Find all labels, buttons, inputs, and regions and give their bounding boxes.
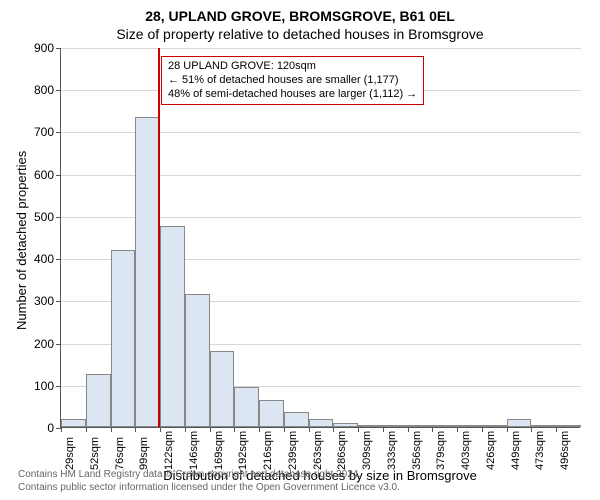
xtick-mark [482,427,483,432]
xtick-label: 403sqm [460,431,472,470]
xtick-label: 449sqm [510,431,522,470]
xtick-mark [135,427,136,432]
xtick-mark [556,427,557,432]
histogram-bar [234,387,259,427]
xtick-label: 473sqm [534,431,546,470]
ytick-label: 800 [4,83,54,97]
xtick-label: 122sqm [163,431,175,470]
ytick-label: 700 [4,125,54,139]
xtick-label: 426sqm [485,431,497,470]
histogram-bar [111,250,136,427]
histogram-bar [383,425,408,427]
xtick-mark [210,427,211,432]
xtick-mark [358,427,359,432]
footer-line1: Contains HM Land Registry data © Crown c… [18,469,400,482]
ytick-mark [56,175,61,176]
xtick-mark [457,427,458,432]
histogram-bar [556,425,581,427]
xtick-label: 192sqm [237,431,249,470]
xtick-label: 286sqm [336,431,348,470]
xtick-label: 76sqm [114,437,126,470]
xtick-mark [86,427,87,432]
ytick-label: 400 [4,252,54,266]
xtick-mark [160,427,161,432]
ytick-mark [56,48,61,49]
xtick-label: 99sqm [138,437,150,470]
histogram-bar [61,419,86,427]
xtick-mark [507,427,508,432]
xtick-label: 333sqm [386,431,398,470]
xtick-label: 309sqm [361,431,373,470]
gridline [61,48,581,49]
ytick-label: 300 [4,294,54,308]
footer-attribution: Contains HM Land Registry data © Crown c… [18,469,400,494]
ytick-label: 200 [4,337,54,351]
xtick-mark [408,427,409,432]
plot-area: 28 UPLAND GROVE: 120sqm← 51% of detached… [60,48,580,428]
histogram-bar [185,294,210,427]
ytick-mark [56,344,61,345]
histogram-bar [259,400,284,427]
ytick-label: 100 [4,379,54,393]
footer-line2: Contains public sector information licen… [18,482,400,495]
histogram-bar [309,419,334,427]
xtick-mark [234,427,235,432]
annotation-line2: ← 51% of detached houses are smaller (1,… [168,74,417,88]
subject-marker-line [158,48,160,427]
histogram-bar [210,351,235,427]
histogram-bar [86,374,111,427]
xtick-label: 263sqm [312,431,324,470]
histogram-bar [408,425,433,427]
ytick-label: 600 [4,168,54,182]
xtick-mark [383,427,384,432]
ytick-mark [56,217,61,218]
xtick-label: 29sqm [64,437,76,470]
xtick-mark [309,427,310,432]
histogram-bar [284,412,309,427]
xtick-label: 496sqm [559,431,571,470]
ytick-mark [56,301,61,302]
xtick-mark [432,427,433,432]
histogram-bar [457,425,482,427]
ytick-mark [56,90,61,91]
ytick-label: 0 [4,421,54,435]
xtick-mark [185,427,186,432]
histogram-bar [531,425,556,427]
histogram-bar [482,425,507,427]
xtick-label: 146sqm [188,431,200,470]
ytick-mark [56,259,61,260]
xtick-mark [61,427,62,432]
annotation-line1: 28 UPLAND GROVE: 120sqm [168,60,417,74]
xtick-label: 216sqm [262,431,274,470]
xtick-mark [284,427,285,432]
chart-title-subtitle: Size of property relative to detached ho… [0,26,600,42]
ytick-mark [56,132,61,133]
histogram-bar [333,423,358,427]
xtick-label: 379sqm [435,431,447,470]
xtick-mark [111,427,112,432]
xtick-label: 52sqm [89,437,101,470]
xtick-label: 356sqm [411,431,423,470]
xtick-label: 169sqm [213,431,225,470]
annotation-line3: 48% of semi-detached houses are larger (… [168,88,417,102]
histogram-bar [358,425,383,427]
histogram-bar [135,117,160,427]
xtick-mark [531,427,532,432]
histogram-bar [432,425,457,427]
ytick-label: 500 [4,210,54,224]
ytick-mark [56,386,61,387]
ytick-label: 900 [4,41,54,55]
xtick-label: 239sqm [287,431,299,470]
histogram-bar [507,419,532,427]
xtick-mark [259,427,260,432]
histogram-bar [160,226,185,427]
chart-title-address: 28, UPLAND GROVE, BROMSGROVE, B61 0EL [0,8,600,24]
annotation-box: 28 UPLAND GROVE: 120sqm← 51% of detached… [161,56,424,105]
xtick-mark [333,427,334,432]
